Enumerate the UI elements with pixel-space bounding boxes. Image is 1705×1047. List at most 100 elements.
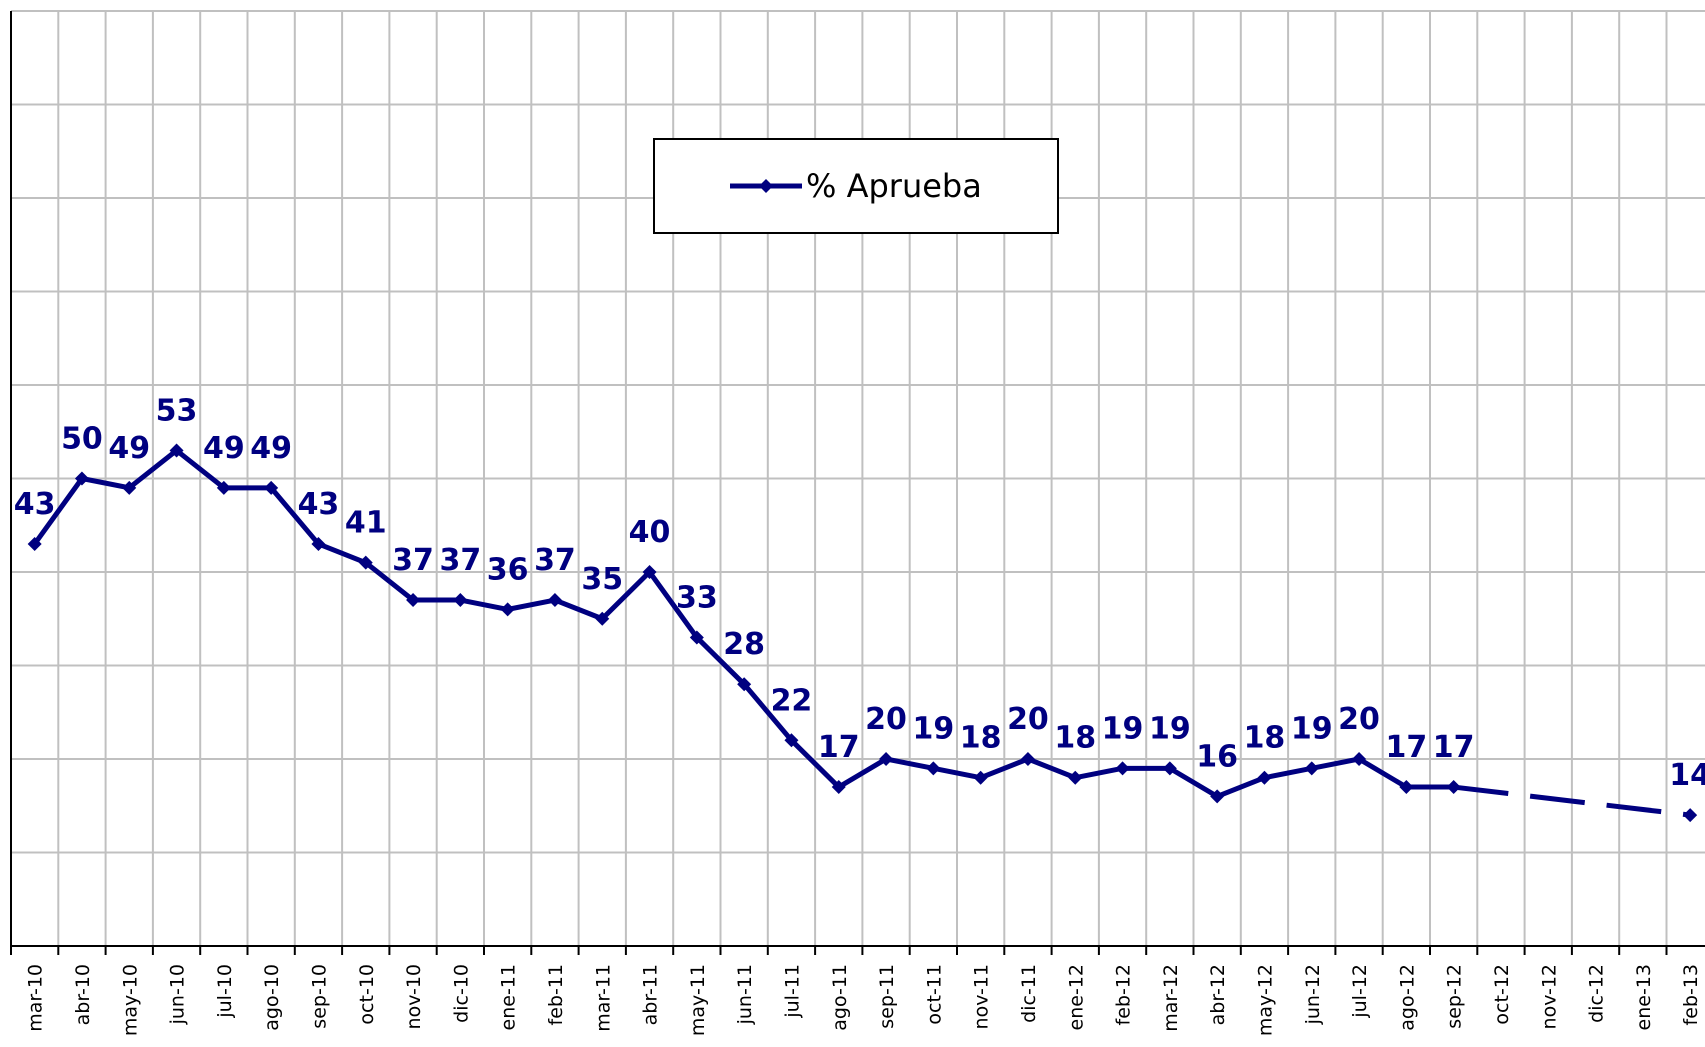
data-label: 49: [250, 431, 292, 466]
point: [595, 611, 610, 626]
data-label: 37: [534, 543, 576, 578]
x-tick-label: jul-10: [214, 964, 236, 1019]
x-tick-label: nov-11: [971, 964, 993, 1029]
point: [1304, 761, 1319, 776]
x-tick-label: may-12: [1254, 964, 1276, 1036]
point: [1115, 761, 1130, 776]
x-tick-label: dic-12: [1586, 964, 1608, 1023]
data-label: 43: [14, 487, 56, 522]
x-tick-label: abr-11: [640, 964, 662, 1025]
point: [1257, 770, 1272, 785]
x-tick-label: ene-11: [498, 964, 520, 1030]
data-label: 36: [487, 552, 529, 587]
point: [642, 565, 657, 579]
x-tick-label: sep-10: [308, 964, 330, 1029]
data-label: 50: [61, 422, 103, 457]
x-tick-label: ene-13: [1633, 964, 1655, 1030]
data-label: 28: [723, 627, 765, 662]
x-tick-label: jul-12: [1349, 964, 1371, 1019]
legend: % Aprueba: [653, 138, 1059, 234]
data-label: 17: [818, 730, 860, 765]
point: [169, 443, 184, 458]
data-label: 18: [960, 721, 1002, 756]
data-label: 53: [156, 393, 198, 428]
x-tick-label: jul-11: [781, 964, 803, 1019]
x-tick-label: ago-12: [1396, 964, 1418, 1031]
gap-connector: [1453, 784, 1691, 818]
point: [27, 536, 42, 551]
point: [406, 593, 421, 608]
point: [831, 780, 846, 795]
data-label: 22: [771, 683, 813, 718]
data-label: 19: [1291, 711, 1333, 746]
point: [74, 471, 89, 486]
point: [784, 733, 799, 748]
data-label: 41: [345, 506, 387, 541]
point: [1683, 808, 1698, 823]
legend-label: % Aprueba: [806, 167, 982, 205]
data-label: 20: [1338, 702, 1380, 737]
point: [689, 630, 704, 645]
x-tick-label: ene-12: [1065, 964, 1087, 1030]
x-tick-label: oct-11: [923, 964, 945, 1025]
data-label: 16: [1196, 739, 1238, 774]
point: [1020, 752, 1035, 766]
data-label: 14: [1669, 758, 1705, 793]
data-label: 49: [108, 431, 150, 466]
x-tick-label: feb-12: [1113, 964, 1135, 1025]
x-tick-label: oct-12: [1491, 964, 1513, 1025]
point: [1399, 780, 1414, 795]
data-label: 35: [581, 562, 623, 597]
point: [926, 761, 941, 776]
point: [1352, 752, 1367, 766]
point: [973, 770, 988, 785]
x-tick-label: sep-12: [1444, 964, 1466, 1029]
data-label: 19: [1102, 711, 1144, 746]
x-tick-label: nov-12: [1538, 964, 1560, 1029]
x-tick-label: sep-11: [876, 964, 898, 1029]
point: [1210, 789, 1225, 804]
data-label: 37: [439, 543, 481, 578]
x-tick-label: jun-11: [734, 964, 756, 1025]
x-tick-label: feb-11: [545, 964, 567, 1025]
point: [737, 677, 752, 692]
x-tick-label: mar-10: [25, 964, 47, 1032]
x-tick-label: jun-10: [167, 964, 189, 1025]
data-label: 18: [1054, 721, 1096, 756]
x-tick-label: may-10: [119, 964, 141, 1036]
point: [311, 536, 326, 551]
x-tick-label: abr-10: [72, 964, 94, 1025]
point: [547, 593, 562, 608]
point: [500, 602, 515, 617]
data-label: 43: [298, 487, 340, 522]
x-tick-label: oct-10: [356, 964, 378, 1025]
legend-marker: [759, 179, 773, 193]
x-tick-label: abr-12: [1207, 964, 1229, 1025]
x-tick-label: may-11: [687, 964, 709, 1036]
data-label: 20: [1007, 702, 1049, 737]
point: [1068, 770, 1083, 785]
data-label: 17: [1385, 730, 1427, 765]
point: [1446, 780, 1461, 795]
point: [453, 593, 468, 608]
legend-box: [653, 138, 1059, 234]
data-label: 20: [865, 702, 907, 737]
data-label: 40: [629, 515, 671, 550]
data-label: 19: [1149, 711, 1191, 746]
data-label: 17: [1433, 730, 1475, 765]
point: [216, 480, 231, 495]
x-tick-label: jun-12: [1302, 964, 1324, 1025]
x-tick-label: feb-13: [1680, 964, 1702, 1025]
data-label: 49: [203, 431, 245, 466]
x-tick-label: mar-12: [1160, 964, 1182, 1032]
x-tick-label: mar-11: [592, 964, 614, 1032]
x-tick-label: ago-10: [261, 964, 283, 1031]
point: [879, 752, 894, 766]
data-label: 37: [392, 543, 434, 578]
data-label: 33: [676, 580, 718, 615]
point: [122, 480, 137, 495]
data-label: 19: [912, 711, 954, 746]
x-tick-label: dic-10: [450, 964, 472, 1023]
